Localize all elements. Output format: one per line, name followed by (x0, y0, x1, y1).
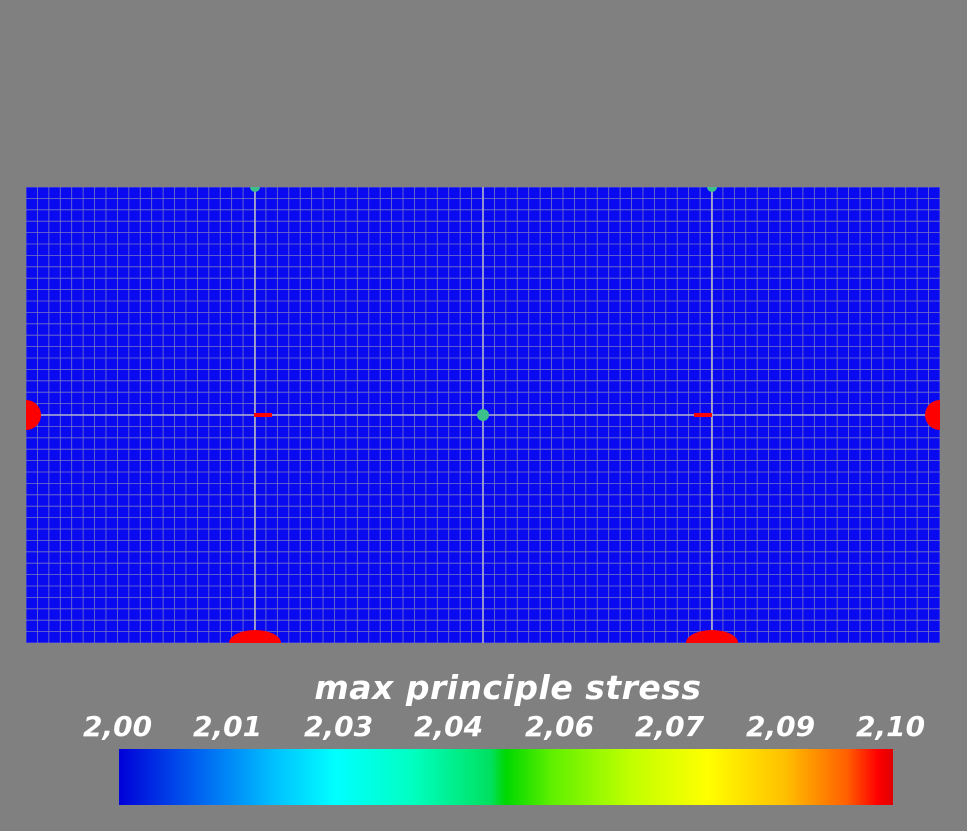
stress-hotspot (686, 630, 738, 643)
colorbar-title: max principle stress (314, 668, 702, 707)
stress-transition-point (477, 409, 489, 421)
colorbar-tick-label: 2,04 (414, 710, 484, 743)
colorbar-tick-label: 2,09 (746, 710, 816, 743)
stress-transition-point (250, 187, 260, 192)
stress-hotspot (925, 400, 940, 430)
stress-hotspot (229, 630, 281, 643)
stress-hotspot (694, 413, 712, 417)
colorbar-tick-label: 2,03 (304, 710, 374, 743)
colorbar (119, 749, 893, 805)
stress-hotspot (254, 413, 272, 417)
stress-hotspot (26, 400, 41, 430)
colorbar-tick-labels: 2,00 2,01 2,03 2,04 2,06 2,07 2,09 2,10 (0, 710, 967, 750)
stress-transition-point (707, 187, 717, 192)
colorbar-tick-label: 2,07 (635, 710, 705, 743)
colorbar-tick-label: 2,06 (525, 710, 595, 743)
mesh-plot (26, 187, 940, 643)
colorbar-tick-label: 2,10 (856, 710, 926, 743)
colorbar-tick-label: 2,00 (83, 710, 153, 743)
colorbar-tick-label: 2,01 (193, 710, 263, 743)
